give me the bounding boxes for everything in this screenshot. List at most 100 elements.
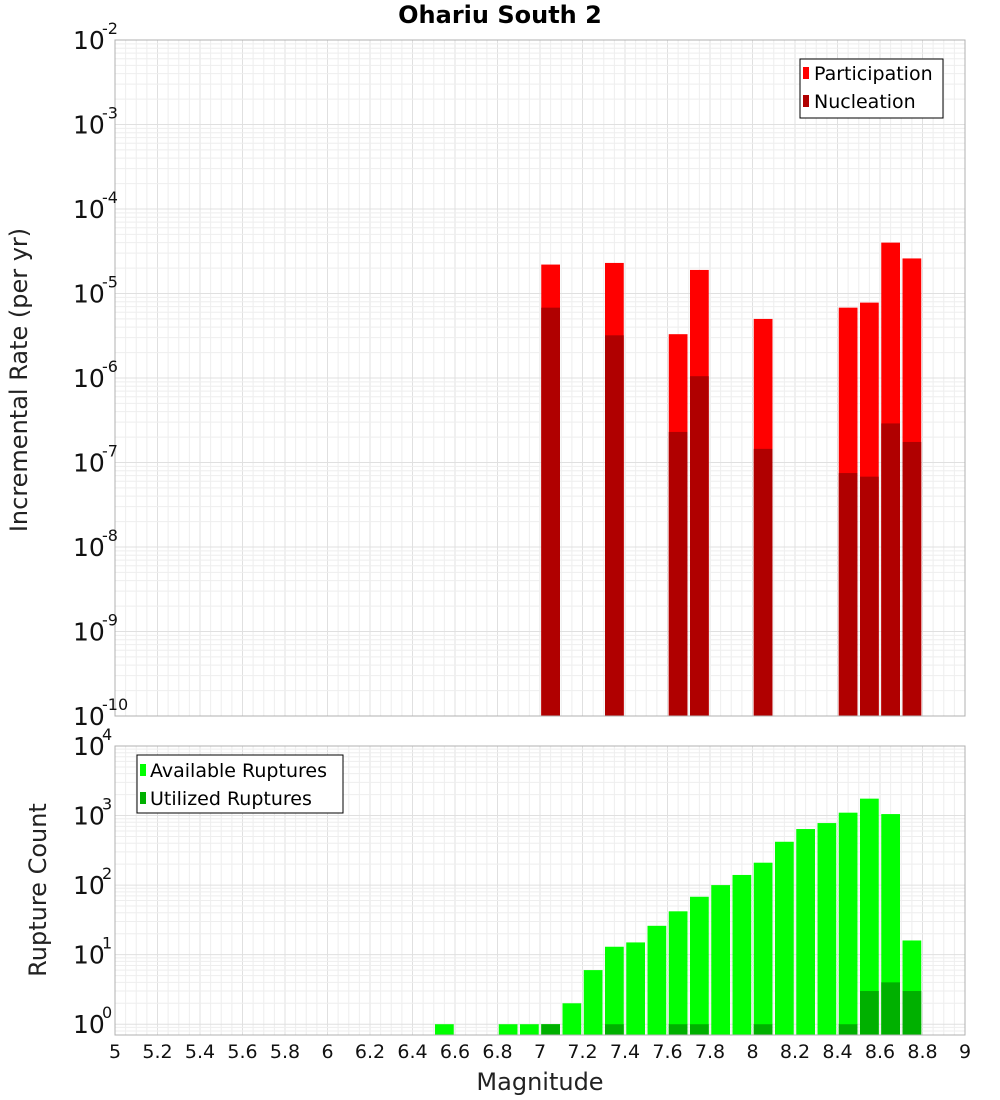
x-tick-label: 9	[959, 1041, 971, 1063]
count-bar-utilized-ruptures	[902, 991, 922, 1035]
x-tick-label: 7.4	[610, 1041, 640, 1063]
x-tick-label: 8.2	[780, 1041, 810, 1063]
count-bar-available-ruptures	[668, 911, 688, 1035]
x-tick-label: 6	[321, 1041, 333, 1063]
count-bar-available-ruptures	[838, 812, 858, 1035]
x-tick-label: 6.6	[440, 1041, 470, 1063]
count-bar-available-ruptures	[583, 970, 603, 1035]
x-axis-title: Magnitude	[476, 1068, 603, 1096]
top-y-axis-title: Incremental Rate (per yr)	[5, 228, 33, 532]
x-tick-label: 5.2	[142, 1041, 172, 1063]
x-tick-label: 8.6	[865, 1041, 895, 1063]
rate-y-tick-label: 10	[73, 618, 105, 647]
x-tick-label: 8	[746, 1041, 758, 1063]
rate-y-tick-label: 10	[73, 195, 105, 224]
x-tick-labels: 5 5.2 5.4 5.6 5.8 6 6.2 6.4 6.6 6.8 7 7.2 7.4 7.6 7.8 8…	[109, 1041, 971, 1063]
legend-nucleation-swatch	[803, 95, 809, 107]
count-bar-utilized-ruptures	[753, 1024, 773, 1035]
bottom-y-axis-title: Rupture Count	[24, 803, 52, 977]
count-bar-available-ruptures	[647, 925, 667, 1035]
rate-y-tick-exponent: -4	[102, 188, 118, 207]
count-bar-available-ruptures	[775, 841, 794, 1035]
rate-y-tick-label: 10	[73, 364, 105, 393]
x-tick-label: 6.2	[355, 1041, 385, 1063]
x-tick-label: 6.8	[482, 1041, 512, 1063]
rate-gridlines	[114, 39, 966, 717]
count-bar-available-ruptures	[562, 1003, 582, 1035]
count-bar-utilized-ruptures	[838, 1024, 858, 1035]
count-y-tick-label: 10	[73, 1010, 105, 1039]
count-bar-utilized-ruptures	[860, 991, 879, 1035]
count-bar-available-ruptures	[711, 885, 730, 1035]
rate-bar-nucleation	[605, 335, 624, 716]
legend-utilized-swatch	[140, 792, 146, 804]
rate-y-tick-label: 10	[73, 449, 105, 478]
x-tick-label: 5	[109, 1041, 121, 1063]
count-bar-available-ruptures	[520, 1024, 539, 1035]
count-bar-available-ruptures	[817, 823, 837, 1035]
count-y-tick-exponent: 2	[102, 864, 112, 883]
x-tick-label: 5.6	[227, 1041, 257, 1063]
count-bar-available-ruptures	[498, 1024, 518, 1035]
count-y-tick-exponent: 3	[102, 795, 112, 814]
legend-available-label: Available Ruptures	[150, 760, 327, 782]
rate-y-tick-label: 10	[73, 280, 105, 309]
count-y-tick-label: 10	[73, 802, 105, 831]
count-bar-available-ruptures	[605, 946, 624, 1035]
rate-y-tick-labels: 10-210-310-410-510-610-710-810-910-10	[73, 19, 128, 731]
rate-bar-nucleation	[881, 423, 900, 716]
count-bar-available-ruptures	[732, 874, 752, 1035]
count-bar-utilized-ruptures	[668, 1024, 688, 1035]
rate-bar-nucleation	[838, 473, 858, 716]
rate-bar-nucleation	[902, 441, 922, 716]
count-bar-available-ruptures	[435, 1024, 454, 1035]
count-bar-utilized-ruptures	[541, 1024, 560, 1035]
x-tick-label: 8.4	[822, 1041, 852, 1063]
legend-available-swatch	[140, 764, 146, 776]
count-y-tick-label: 10	[73, 941, 105, 970]
count-series-utilized-ruptures	[541, 982, 922, 1035]
rate-legend: Participation Nucleation	[799, 58, 944, 119]
rate-bar-nucleation	[690, 376, 709, 716]
x-tick-label: 7.2	[567, 1041, 597, 1063]
rate-y-tick-exponent: -3	[102, 104, 118, 123]
rate-y-tick-exponent: -5	[102, 273, 118, 292]
count-bar-utilized-ruptures	[605, 1024, 624, 1035]
rate-bar-nucleation	[668, 431, 688, 716]
count-y-tick-label: 10	[73, 732, 105, 761]
rate-y-tick-label: 10	[73, 533, 105, 562]
count-bar-utilized-ruptures	[881, 982, 900, 1035]
rate-plot: 10-210-310-410-510-610-710-810-910-10	[73, 19, 966, 731]
count-y-tick-label: 10	[73, 871, 105, 900]
rate-plot-frame	[114, 39, 966, 717]
rate-y-tick-exponent: -10	[102, 695, 128, 714]
x-tick-label: 7.8	[695, 1041, 725, 1063]
rate-y-tick-exponent: -8	[102, 526, 118, 545]
legend-utilized-label: Utilized Ruptures	[150, 788, 312, 810]
rate-y-tick-exponent: -6	[102, 357, 118, 376]
count-bar-available-ruptures	[796, 829, 815, 1035]
rate-series-nucleation	[541, 307, 922, 716]
rupture-legend-box	[136, 754, 344, 814]
count-y-tick-exponent: 4	[102, 725, 112, 744]
rupture-legend: Available Ruptures Utilized Ruptures	[136, 754, 344, 814]
rate-y-tick-label: 10	[73, 702, 105, 731]
rate-bar-nucleation	[753, 448, 773, 716]
count-bar-available-ruptures	[626, 942, 645, 1035]
count-bar-available-ruptures	[881, 814, 900, 1035]
legend-nucleation-label: Nucleation	[814, 91, 916, 113]
rate-y-tick-exponent: -9	[102, 611, 118, 630]
rate-y-tick-exponent: -7	[102, 442, 118, 461]
count-y-tick-exponent: 1	[102, 934, 112, 953]
rate-y-tick-label: 10	[73, 111, 105, 140]
rate-y-tick-exponent: -2	[102, 19, 118, 38]
count-bar-available-ruptures	[690, 896, 709, 1035]
legend-participation-swatch	[803, 67, 809, 79]
x-tick-label: 5.4	[185, 1041, 215, 1063]
rate-bar-nucleation	[860, 476, 879, 716]
count-bar-available-ruptures	[860, 798, 879, 1035]
count-bar-available-ruptures	[753, 862, 773, 1035]
